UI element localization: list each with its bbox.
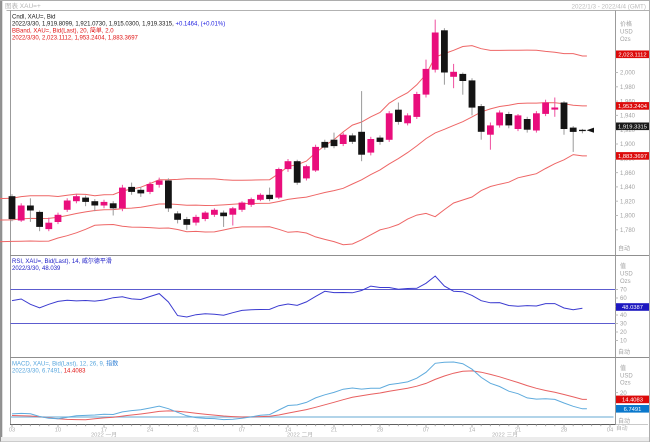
svg-text:Ozs: Ozs <box>620 381 631 387</box>
svg-text:价格: 价格 <box>620 20 632 28</box>
svg-text:24: 24 <box>147 428 154 434</box>
svg-text:28: 28 <box>377 428 383 434</box>
svg-text:2,000: 2,000 <box>620 71 636 77</box>
svg-text:60: 60 <box>620 296 627 302</box>
svg-text:07: 07 <box>423 428 429 434</box>
svg-text:1,940: 1,940 <box>620 114 636 120</box>
svg-text:RSI, XAU=, Bid(Last), 14, 威尔德平: RSI, XAU=, Bid(Last), 14, 威尔德平滑 <box>12 257 112 265</box>
svg-text:10: 10 <box>620 339 627 345</box>
svg-text:14.4083: 14.4083 <box>622 398 643 404</box>
svg-text:1,883.3697: 1,883.3697 <box>618 154 647 160</box>
svg-text:2022 二月: 2022 二月 <box>287 431 313 438</box>
svg-text:14: 14 <box>285 428 292 434</box>
svg-text:17: 17 <box>101 428 107 434</box>
svg-text:21: 21 <box>331 428 337 434</box>
svg-text:2,023.1112: 2,023.1112 <box>618 52 646 58</box>
svg-text:USD: USD <box>620 374 633 380</box>
svg-text:28: 28 <box>561 428 567 434</box>
svg-text:Cndl, XAU=, Bid: Cndl, XAU=, Bid <box>12 15 56 21</box>
svg-text:BBand, XAU=, Bid(Last), 20, 简单: BBand, XAU=, Bid(Last), 20, 简单, 2.0 <box>12 27 114 35</box>
svg-text:1,980: 1,980 <box>620 85 636 91</box>
svg-text:2022 三月: 2022 三月 <box>492 431 518 438</box>
svg-text:值: 值 <box>620 262 626 270</box>
svg-text:70: 70 <box>620 288 627 294</box>
svg-text:30: 30 <box>620 322 627 328</box>
svg-text:1,780: 1,780 <box>620 228 636 234</box>
svg-text:MACD, XAU=, Bid(Last), 12, 26,: MACD, XAU=, Bid(Last), 12, 26, 9, 指数 <box>12 360 118 368</box>
svg-text:自动: 自动 <box>616 424 628 432</box>
svg-text:1,860: 1,860 <box>620 171 636 177</box>
svg-text:20: 20 <box>620 391 627 397</box>
svg-text:Ozs: Ozs <box>620 279 631 285</box>
svg-text:07: 07 <box>239 428 245 434</box>
svg-text:21: 21 <box>515 428 521 434</box>
svg-text:2022/1/3 - 2022/4/4 (GMT): 2022/1/3 - 2022/4/4 (GMT) <box>571 4 646 11</box>
svg-text:1,800: 1,800 <box>620 214 636 220</box>
svg-text:48.0387: 48.0387 <box>622 305 643 311</box>
svg-text:2022/3/30, 48.039: 2022/3/30, 48.039 <box>12 266 61 272</box>
svg-text:04: 04 <box>607 428 614 434</box>
svg-text:40: 40 <box>620 313 627 319</box>
svg-text:USD: USD <box>620 272 633 278</box>
svg-text:1,840: 1,840 <box>620 185 636 191</box>
svg-text:Ozs: Ozs <box>620 37 631 43</box>
svg-text:20: 20 <box>620 330 627 336</box>
svg-text:31: 31 <box>193 428 199 434</box>
svg-text:14: 14 <box>469 428 476 434</box>
svg-text:自动: 自动 <box>618 348 630 356</box>
svg-text:2022/3/30, 1,919.8099, 1,921.0: 2022/3/30, 1,919.8099, 1,921.0730, 1,915… <box>12 22 225 28</box>
svg-text:6.7491: 6.7491 <box>624 407 642 413</box>
svg-text:自动: 自动 <box>618 417 630 425</box>
svg-text:2022 一月: 2022 一月 <box>91 431 117 438</box>
svg-text:值: 值 <box>620 364 626 372</box>
svg-text:1,900: 1,900 <box>620 142 636 148</box>
svg-text:USD: USD <box>620 30 633 36</box>
svg-text:03: 03 <box>9 428 15 434</box>
svg-text:1,820: 1,820 <box>620 199 636 205</box>
svg-text:图表 XAU=+: 图表 XAU=+ <box>5 1 41 10</box>
svg-text:2022/3/30, 2,023.1112, 1,953.2: 2022/3/30, 2,023.1112, 1,953.2404, 1,883… <box>12 36 139 42</box>
svg-text:1,920: 1,920 <box>620 128 636 134</box>
svg-text:自动: 自动 <box>618 245 630 253</box>
svg-text:2022/3/30, 6.7491, 14.4083: 2022/3/30, 6.7491, 14.4083 <box>12 369 86 375</box>
svg-text:10: 10 <box>55 428 61 434</box>
svg-text:1,919.3315: 1,919.3315 <box>618 124 647 130</box>
svg-text:1,953.2404: 1,953.2404 <box>618 104 648 110</box>
